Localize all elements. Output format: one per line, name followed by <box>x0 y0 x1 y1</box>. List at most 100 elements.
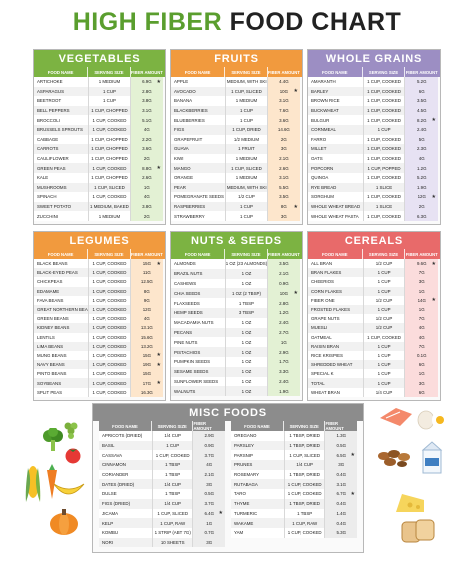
fiber-amount: 14.6G <box>267 124 300 135</box>
star-icon: ★ <box>156 380 161 387</box>
fiber-amount: 3.1G <box>325 479 357 490</box>
table-row: CORN FLAKES 1 CUP 1G <box>308 286 440 296</box>
fiber-value: 2G <box>143 213 150 219</box>
panel-fruits: FRUITS FOOD NAME SERVING SIZE FIBER AMOUNT A… <box>170 49 303 225</box>
food-name: NAVY BEANS <box>34 360 89 370</box>
fiber-value: 1G <box>206 520 213 526</box>
fiber-amount: 4.4G <box>267 77 300 87</box>
fiber-value: 2.6G <box>279 165 289 171</box>
fiber-value: 15G <box>142 352 152 358</box>
star-icon: ★ <box>293 290 298 297</box>
table-row: MUNG BEANS 1 CUP, COOKED 15G ★ <box>34 350 165 361</box>
serving-size: 1 MEDIUM, WITH SKIN <box>225 182 268 193</box>
panel-misc-foods: MISC FOODS FOOD NAME SERVING SIZE FIBER AMO… <box>92 403 364 553</box>
star-icon: ★ <box>350 452 355 459</box>
food-name: MUESLI <box>308 323 363 333</box>
section-title: WHOLE GRAINS <box>308 50 440 67</box>
table-row: CORNMEAL 1 CUP 2.4G <box>308 124 440 135</box>
serving-size: 1 CUP, RAW <box>151 518 194 528</box>
table-row: BLACKBERRIES 1 CUP 7.6G <box>171 105 302 116</box>
food-name: CABBAGE <box>34 134 89 145</box>
food-name: TARO <box>231 489 284 499</box>
food-name: ZUCCHINI <box>34 211 89 221</box>
table-row: BLUEBERRIES 1 CUP 3.6G <box>171 115 302 125</box>
fiber-value: 3G <box>418 380 425 386</box>
serving-size: 1 CUP, COOKED <box>88 192 131 202</box>
table-row: ALL BRAN 1/2 CUP 9.6G ★ <box>308 259 440 269</box>
section-table: FOOD NAME SERVING SIZE FIBER AMOUNT ARTICHO… <box>34 67 165 221</box>
serving-size: 1 MEDIUM, BAKED <box>88 201 131 212</box>
food-name: SOYBEANS <box>34 378 89 388</box>
fiber-value: 7G <box>418 316 425 322</box>
fiber-amount: 0.9G <box>267 278 300 289</box>
fiber-amount: 3.3G <box>267 366 300 377</box>
column-header: FOOD NAME SERVING SIZE FIBER AMOUNT <box>308 67 440 77</box>
table-row: BROWN RICE 1 CUP, COOKED 3.5G <box>308 96 440 106</box>
table-row: WALNUTS 1 OZ 1.9G <box>171 386 302 397</box>
serving-size: 1 OZ <box>225 347 268 357</box>
table-row: GREAT NORTHERN BEANS 1 CUP, COOKED 12G <box>34 304 165 315</box>
table-row: POPCORN 1 CUP, POPPED 1.2G <box>308 163 440 173</box>
fiber-value: 2G <box>143 156 150 162</box>
bread-icon <box>401 519 435 543</box>
fiber-amount: 3G <box>267 144 300 154</box>
fiber-amount: 6G <box>405 387 438 397</box>
fiber-amount: 6.9G ★ <box>130 77 163 87</box>
food-name: OATMEAL <box>308 332 363 342</box>
food-name: POPCORN <box>308 163 363 173</box>
table-row: GRAPEFRUIT 1/2 MEDIUM 2G <box>171 134 302 145</box>
food-name: THYME <box>231 498 284 509</box>
serving-size: 1/2 CUP <box>362 323 406 333</box>
fiber-value: 2.4G <box>416 127 427 133</box>
fiber-amount: 7G <box>405 314 438 324</box>
table-row: MANGO 1 CUP, SLICED 2.6G <box>171 163 302 173</box>
fiber-value: 6G <box>418 88 425 94</box>
food-name: CASSAVA <box>99 450 152 461</box>
section-title: LEGUMES <box>34 232 165 249</box>
fiber-value: 3.1G <box>279 98 289 104</box>
serving-size: 1 TBSP, DRIED <box>283 498 326 509</box>
serving-size: 1 CUP, COOKED <box>88 259 131 269</box>
fiber-value: 2.1G <box>279 156 289 162</box>
table-row: FLAXSEEDS 1 TBSP 2.8G <box>171 298 302 308</box>
table-row: BUCKWHEAT 1 CUP, COOKED 4.5G <box>308 105 440 116</box>
food-name: PARSNIP <box>231 450 284 461</box>
serving-size: 1 CUP <box>88 86 131 97</box>
serving-size: 1 CUP, COOKED <box>283 479 326 490</box>
fiber-amount: 1.7G <box>267 356 300 367</box>
fiber-value: 4G <box>206 462 213 468</box>
fiber-amount: 3.6G <box>267 115 300 125</box>
fiber-value: 1G <box>418 371 425 377</box>
table-row: ASPARAGUS 1 CUP 2.8G <box>34 86 165 97</box>
serving-size: 1 CUP, COOKED <box>362 332 406 342</box>
serving-size: 1 CUP, CHOPPED <box>88 172 131 183</box>
table-row: TOTAL 1 CUP 3G <box>308 378 440 388</box>
food-name: ROSEMARY <box>231 469 284 480</box>
fiber-value: 2.2G <box>142 136 152 142</box>
food-name: NORI <box>99 537 152 548</box>
serving-size: 1 CUP, CHOPPED <box>88 144 131 154</box>
serving-size: 1 TBSP <box>225 298 268 308</box>
serving-size: 1 CUP, RAW <box>283 518 326 528</box>
fiber-value: 12.5G <box>140 279 153 285</box>
table-row: GREEN BEANS 1 CUP, COOKED 4G <box>34 314 165 324</box>
fiber-value: 8.2G <box>416 117 427 123</box>
fiber-amount: 15G ★ <box>130 350 163 361</box>
table-rows: OREGANO 1 TBSP, DRIED 1.3G PARSLEY 1 TBSP, D… <box>231 431 357 538</box>
serving-size: 1 CUP, COOKED <box>283 489 326 499</box>
serving-size: 1 CUP <box>362 304 406 315</box>
column-header-food: FOOD NAME <box>34 67 89 77</box>
fiber-amount: 2.8G <box>130 86 163 97</box>
fiber-amount: 2.1G <box>267 268 300 279</box>
table-row: BELL PEPPERS 1 CUP, CHOPPED 3.1G <box>34 105 165 116</box>
food-name: BASIL <box>99 440 152 451</box>
fiber-value: 6.3G <box>416 213 427 219</box>
food-name: GREEN PEAS <box>34 163 89 173</box>
table-row: CAULIFLOWER 1 CUP, CHOPPED 2G <box>34 153 165 164</box>
food-name: SUNFLOWER SEEDS <box>171 376 226 387</box>
fiber-amount: 5.1G <box>130 115 163 125</box>
serving-size: 1 OZ <box>225 278 268 289</box>
table-row: APRICOTS (DRIED) 1/4 CUP 2.9G <box>99 431 225 441</box>
table-row: CARROTS 1 CUP, CHOPPED 3.6G <box>34 144 165 154</box>
food-name: FIGS (DRIED) <box>99 498 152 509</box>
